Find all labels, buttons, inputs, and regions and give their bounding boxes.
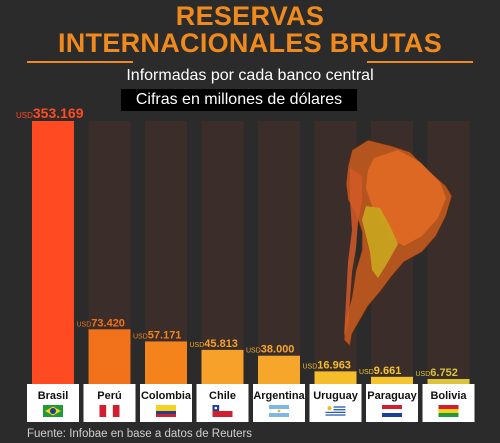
value-label-colombia: USD57.171: [133, 329, 181, 341]
column-bg-colombia: [145, 121, 187, 384]
category-label-argentina: Argentina: [253, 390, 305, 402]
bars: [32, 121, 470, 384]
category-labels: Brasil Perú Colombia Chile Argentina Uruguay P…: [27, 384, 475, 422]
value-label-chile: USD45.813: [190, 338, 238, 350]
flag-uruguay-icon: [325, 405, 346, 417]
source-note: Fuente: Infobae en base a datos de Reute…: [27, 428, 253, 440]
title-rule-left: [27, 61, 133, 63]
bar-uruguay: [314, 371, 357, 384]
category-label-colombia: Colombia: [141, 390, 192, 402]
bar-peru: [88, 329, 131, 384]
column-bg-argentina: [258, 121, 300, 384]
flags: [43, 405, 459, 417]
flag-chile-icon: [212, 405, 233, 417]
units-note: Cifras en millones de dólares: [121, 89, 357, 111]
south-america-map: [343, 139, 453, 347]
category-label-peru: Perú: [97, 390, 121, 402]
value-label-paraguay: USD9.661: [359, 365, 401, 377]
bar-chile: [201, 349, 244, 384]
category-label-bolivia: Bolivia: [430, 390, 467, 402]
map-central-region: [362, 206, 398, 278]
category-label-uruguay: Uruguay: [313, 390, 359, 402]
flag-paraguay-icon: [382, 405, 402, 417]
column-bg-chile: [201, 121, 244, 384]
flag-bolivia-icon: [438, 405, 459, 417]
bar-brasil: [32, 121, 74, 384]
flag-argentina-icon: [269, 405, 289, 417]
value-label-peru: USD73.420: [77, 317, 125, 329]
flag-colombia-icon: [156, 405, 176, 417]
bar-colombia: [145, 341, 187, 384]
title-rule-right: [367, 61, 473, 63]
chart-title-line-1: RESERVAS: [175, 1, 325, 31]
category-label-brasil: Brasil: [38, 390, 69, 402]
value-label-brasil: USD353.169: [16, 105, 84, 121]
column-bg-bolivia: [427, 121, 470, 384]
flag-peru-icon: [99, 405, 120, 417]
flag-brazil-icon: [43, 405, 63, 417]
value-label-uruguay: USD16.963: [303, 359, 351, 371]
bar-paraguay: [371, 376, 413, 384]
chart-subtitle: Informadas por cada banco central: [126, 67, 374, 84]
category-label-paraguay: Paraguay: [367, 390, 417, 402]
value-label-bolivia: USD6.752: [416, 367, 458, 379]
bar-bolivia: [427, 378, 470, 384]
bar-argentina: [258, 355, 300, 384]
value-label-argentina: USD38.000: [246, 344, 294, 356]
chart-title-line-2: INTERNACIONALES BRUTAS: [57, 28, 443, 58]
category-label-chile: Chile: [209, 390, 236, 402]
value-labels: USD353.169 USD73.420 USD57.171 USD45.813 USD…: [16, 105, 458, 379]
map-andes-region: [344, 168, 362, 336]
